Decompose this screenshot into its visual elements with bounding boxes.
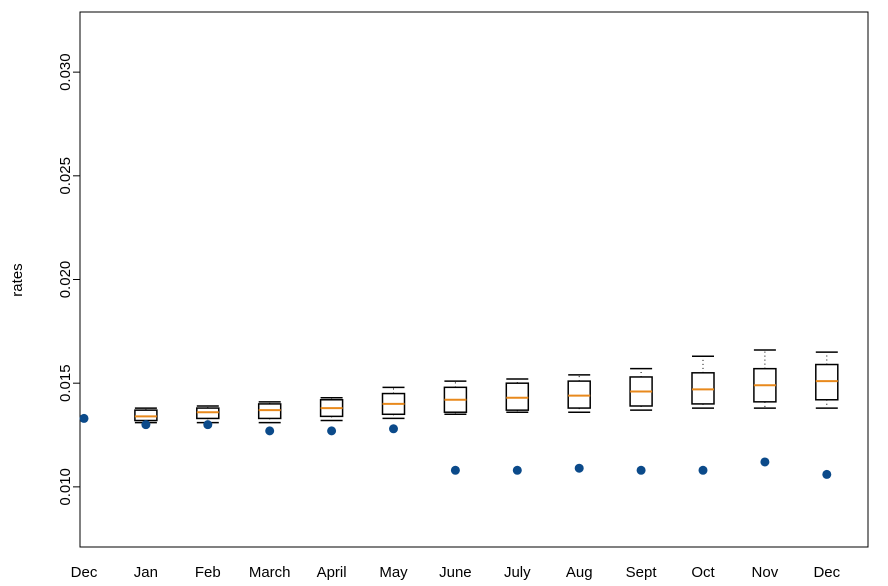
point xyxy=(450,465,460,475)
point xyxy=(389,424,398,434)
point xyxy=(327,426,337,436)
x-tick-label: Dec xyxy=(813,564,840,581)
point xyxy=(822,469,832,479)
x-tick-label: Nov xyxy=(752,564,779,581)
x-tick-label: Feb xyxy=(195,564,221,581)
box xyxy=(815,363,839,401)
plot-frame xyxy=(79,11,869,548)
y-tick-label: 0.030 xyxy=(57,53,74,91)
y-tick-label: 0.010 xyxy=(57,468,74,506)
x-tick-label: April xyxy=(317,564,347,581)
x-tick-label: Dec xyxy=(71,564,98,581)
box xyxy=(257,403,282,420)
x-tick-label: Jan xyxy=(134,564,158,581)
x-tick-label: Aug xyxy=(566,564,593,581)
x-tick-label: Oct xyxy=(691,564,715,581)
box xyxy=(134,409,158,422)
y-tick-label: 0.020 xyxy=(57,261,74,299)
x-tick-label: March xyxy=(249,564,291,581)
box xyxy=(505,382,530,411)
box xyxy=(196,407,220,420)
y-axis-label: rates xyxy=(9,263,26,296)
point xyxy=(79,413,89,423)
x-tick-label: May xyxy=(379,564,408,581)
point xyxy=(698,465,708,475)
box xyxy=(691,372,715,405)
point xyxy=(760,457,770,467)
point xyxy=(265,426,275,436)
y-tick-label: 0.015 xyxy=(57,364,74,402)
x-tick-label: July xyxy=(504,564,531,581)
point xyxy=(636,465,646,475)
point xyxy=(141,420,151,430)
point xyxy=(512,465,522,475)
x-tick-label: June xyxy=(439,564,472,581)
y-tick-label: 0.025 xyxy=(57,157,74,195)
x-tick-label: Sept xyxy=(626,564,658,581)
box xyxy=(567,380,591,409)
point xyxy=(203,420,213,430)
point xyxy=(574,463,584,473)
